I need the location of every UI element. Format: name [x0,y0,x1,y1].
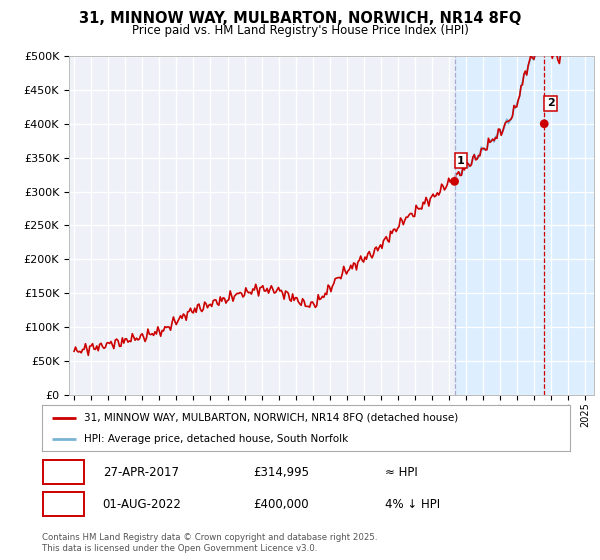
Text: 2: 2 [547,98,554,108]
FancyBboxPatch shape [43,492,84,516]
Text: 01-AUG-2022: 01-AUG-2022 [103,497,182,511]
Text: 31, MINNOW WAY, MULBARTON, NORWICH, NR14 8FQ (detached house): 31, MINNOW WAY, MULBARTON, NORWICH, NR14… [84,413,458,423]
Text: 27-APR-2017: 27-APR-2017 [103,466,179,479]
Bar [455,56,600,395]
Text: HPI: Average price, detached house, South Norfolk: HPI: Average price, detached house, Sout… [84,435,349,444]
Text: 1: 1 [457,156,465,166]
Text: Price paid vs. HM Land Registry's House Price Index (HPI): Price paid vs. HM Land Registry's House … [131,24,469,36]
Text: £400,000: £400,000 [253,497,309,511]
Point [450,177,460,186]
Text: ≈ HPI: ≈ HPI [385,466,418,479]
Text: 2: 2 [59,497,68,511]
Text: 1: 1 [59,466,68,479]
Point [539,119,549,128]
Text: 4% ↓ HPI: 4% ↓ HPI [385,497,440,511]
Text: £314,995: £314,995 [253,466,309,479]
FancyBboxPatch shape [43,460,84,484]
Text: Contains HM Land Registry data © Crown copyright and database right 2025.
This d: Contains HM Land Registry data © Crown c… [42,533,377,553]
Text: 31, MINNOW WAY, MULBARTON, NORWICH, NR14 8FQ: 31, MINNOW WAY, MULBARTON, NORWICH, NR14… [79,11,521,26]
